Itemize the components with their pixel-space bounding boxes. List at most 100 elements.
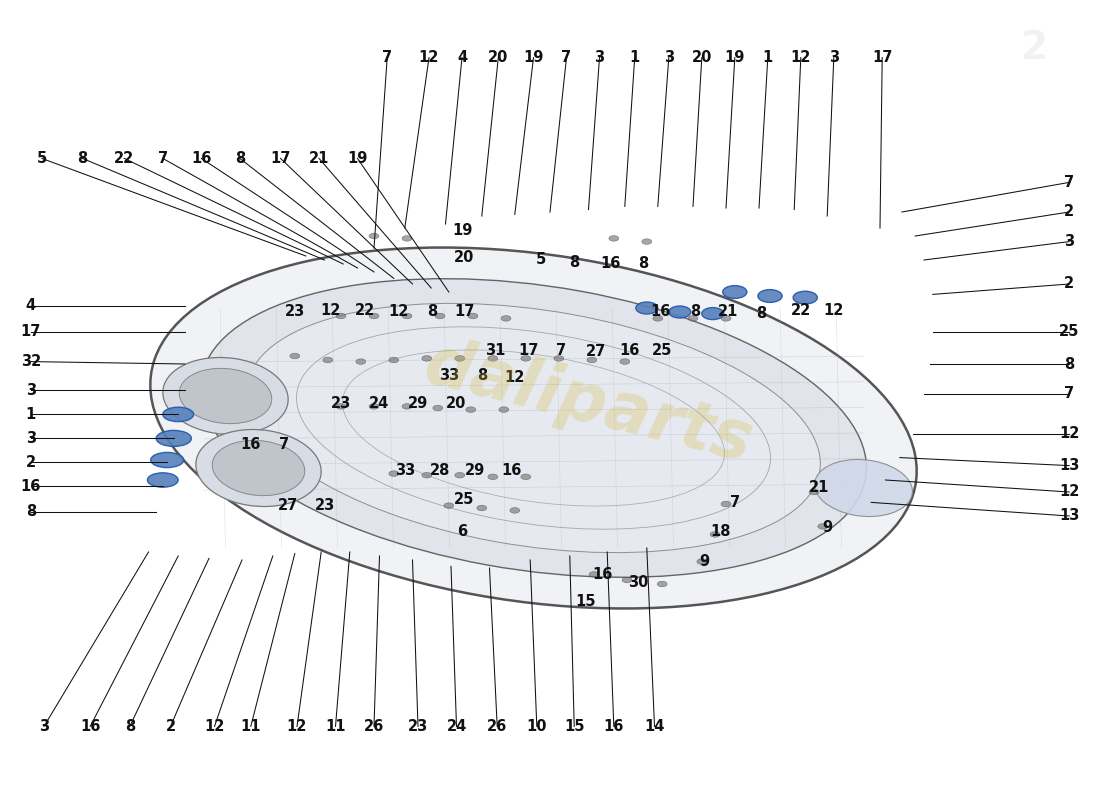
- Ellipse shape: [669, 306, 691, 318]
- Ellipse shape: [623, 577, 631, 582]
- Ellipse shape: [520, 474, 530, 479]
- Ellipse shape: [477, 506, 486, 511]
- Ellipse shape: [609, 236, 619, 242]
- Text: 17: 17: [271, 151, 290, 166]
- Text: 29: 29: [408, 397, 428, 411]
- Text: 8: 8: [1064, 357, 1075, 371]
- Ellipse shape: [722, 315, 732, 322]
- Text: 3: 3: [663, 50, 674, 65]
- Text: 30: 30: [628, 575, 648, 590]
- Text: 25: 25: [652, 343, 672, 358]
- Text: 13: 13: [1059, 509, 1079, 523]
- Ellipse shape: [466, 406, 475, 413]
- Ellipse shape: [689, 315, 698, 322]
- Text: 27: 27: [586, 345, 606, 359]
- Text: 12: 12: [320, 303, 340, 318]
- Text: 29: 29: [465, 463, 485, 478]
- Ellipse shape: [636, 302, 658, 314]
- Ellipse shape: [290, 354, 299, 359]
- Text: 16: 16: [80, 719, 100, 734]
- Ellipse shape: [151, 247, 916, 609]
- Text: 16: 16: [601, 257, 620, 271]
- Text: 17: 17: [454, 305, 474, 319]
- Ellipse shape: [722, 501, 732, 507]
- Ellipse shape: [433, 405, 442, 411]
- Text: 9: 9: [822, 521, 833, 535]
- Text: 21: 21: [810, 481, 829, 495]
- Ellipse shape: [499, 406, 508, 413]
- Ellipse shape: [443, 502, 453, 509]
- Text: 17: 17: [518, 343, 538, 358]
- Text: 22: 22: [791, 303, 811, 318]
- Text: 5: 5: [536, 253, 547, 267]
- Ellipse shape: [356, 358, 365, 364]
- Ellipse shape: [336, 403, 345, 409]
- Text: 22: 22: [114, 151, 134, 166]
- Ellipse shape: [336, 313, 345, 318]
- Text: 8: 8: [476, 369, 487, 383]
- Text: 3: 3: [1064, 234, 1075, 249]
- Text: 11: 11: [241, 719, 261, 734]
- Text: 7: 7: [278, 437, 289, 451]
- Ellipse shape: [200, 278, 867, 578]
- Text: 16: 16: [593, 567, 613, 582]
- Text: 3: 3: [594, 50, 605, 65]
- Text: 26: 26: [364, 719, 384, 734]
- Text: 25: 25: [454, 493, 474, 507]
- Ellipse shape: [147, 473, 178, 487]
- Ellipse shape: [510, 508, 520, 514]
- Ellipse shape: [163, 407, 194, 422]
- Text: 33: 33: [439, 369, 459, 383]
- Text: 7: 7: [382, 50, 393, 65]
- Text: 33: 33: [395, 463, 415, 478]
- Text: 8: 8: [77, 151, 88, 166]
- Text: 5: 5: [36, 151, 47, 166]
- Ellipse shape: [246, 303, 821, 553]
- Text: 6: 6: [456, 525, 468, 539]
- Ellipse shape: [488, 355, 497, 362]
- Ellipse shape: [454, 472, 464, 478]
- Text: 19: 19: [725, 50, 745, 65]
- Text: 14: 14: [645, 719, 664, 734]
- Ellipse shape: [488, 474, 497, 479]
- Ellipse shape: [368, 313, 378, 318]
- Text: 20: 20: [454, 250, 474, 265]
- Ellipse shape: [368, 403, 378, 409]
- Text: 17: 17: [21, 325, 41, 339]
- Ellipse shape: [151, 452, 184, 467]
- Text: 23: 23: [408, 719, 428, 734]
- Text: 8: 8: [234, 151, 245, 166]
- Text: 19: 19: [348, 151, 367, 166]
- Ellipse shape: [815, 459, 912, 517]
- Text: 1: 1: [762, 50, 773, 65]
- Text: 11: 11: [326, 719, 345, 734]
- Ellipse shape: [323, 357, 332, 362]
- Ellipse shape: [468, 313, 477, 318]
- Ellipse shape: [553, 355, 563, 362]
- Text: 17: 17: [872, 50, 892, 65]
- Ellipse shape: [711, 532, 720, 538]
- Text: 22: 22: [355, 303, 375, 318]
- Ellipse shape: [389, 470, 398, 476]
- Text: 8: 8: [124, 719, 135, 734]
- Text: 24: 24: [370, 397, 389, 411]
- Ellipse shape: [434, 313, 444, 318]
- Ellipse shape: [196, 430, 321, 506]
- Ellipse shape: [587, 357, 597, 362]
- Text: 12: 12: [205, 719, 224, 734]
- Text: 2: 2: [1064, 205, 1075, 219]
- Text: 10: 10: [527, 719, 547, 734]
- Text: 21: 21: [718, 305, 738, 319]
- Ellipse shape: [652, 315, 662, 322]
- Ellipse shape: [422, 472, 431, 478]
- Text: 16: 16: [502, 463, 521, 478]
- Text: 8: 8: [756, 306, 767, 321]
- Text: 16: 16: [191, 151, 211, 166]
- Text: 25: 25: [1059, 325, 1079, 339]
- Ellipse shape: [808, 489, 818, 494]
- Text: 23: 23: [315, 498, 334, 513]
- Text: 21: 21: [309, 151, 329, 166]
- Text: 2: 2: [1064, 277, 1075, 291]
- Ellipse shape: [422, 355, 431, 362]
- Ellipse shape: [657, 581, 667, 587]
